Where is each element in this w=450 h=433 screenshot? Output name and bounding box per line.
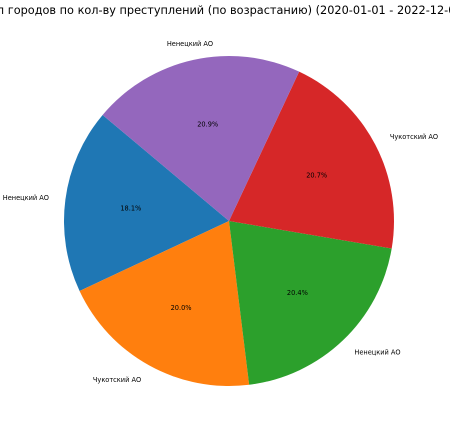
chart-title: Топ городов по кол-ву преступлений (по в… xyxy=(0,4,450,17)
slice-percent-label: 20.0% xyxy=(171,304,192,312)
pie-slice xyxy=(229,221,392,385)
slice-percent-label: 20.4% xyxy=(287,289,308,297)
pie-slice xyxy=(229,71,394,249)
slice-percent-label: 18.1% xyxy=(120,204,141,212)
slice-percent-label: 20.7% xyxy=(306,171,327,179)
slice-percent-label: 20.9% xyxy=(197,121,218,129)
slice-category-label: Ненецкий АО xyxy=(3,194,49,202)
pie-slice xyxy=(102,55,300,222)
pie-slice xyxy=(79,221,250,386)
slice-category-label: Ненецкий АО xyxy=(167,40,213,48)
slice-category-label: Ненецкий АО xyxy=(354,349,400,357)
pie-slice xyxy=(63,114,229,291)
pie-labels: 18.1% Ненецкий АО 20.0% Чукотский АО 20.4% Не… xyxy=(3,40,438,384)
pie-slices xyxy=(63,55,394,386)
slice-category-label: Чукотский АО xyxy=(93,376,141,384)
slice-category-label: Чукотский АО xyxy=(390,133,438,141)
